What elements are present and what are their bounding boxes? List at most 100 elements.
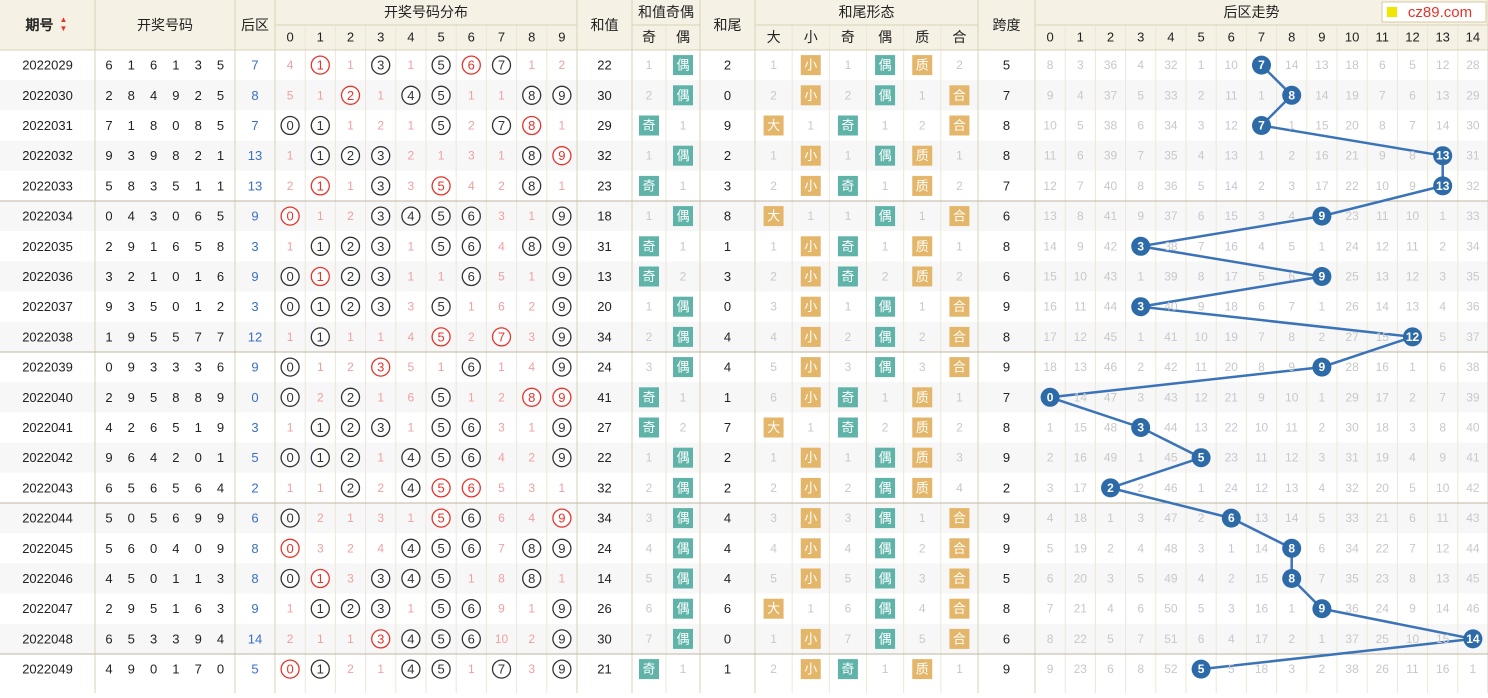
form-miss: 1 — [807, 421, 814, 435]
even-miss: 1 — [680, 662, 687, 676]
dist-ball-number: 6 — [468, 631, 475, 646]
trend-miss: 20 — [1376, 481, 1390, 495]
tail-cell: 0 — [724, 88, 731, 103]
trend-miss: 39 — [1466, 390, 1480, 404]
dist-ball-number: 9 — [558, 511, 565, 526]
trend-miss: 18 — [1255, 662, 1269, 676]
trend-miss: 19 — [1345, 88, 1359, 102]
dist-ball — [371, 206, 391, 226]
draw-number: 0 — [150, 571, 157, 586]
dist-miss: 3 — [468, 149, 475, 163]
trend-miss: 9 — [1409, 179, 1416, 193]
period-cell: 2022045 — [22, 541, 73, 556]
dist-ball — [461, 629, 481, 649]
even-badge-text: 偶 — [676, 631, 689, 646]
trend-ball-number: 2 — [1107, 481, 1114, 495]
trend-miss: 15 — [1074, 421, 1088, 435]
form-badge-text: 小 — [804, 390, 817, 405]
dist-ball — [371, 55, 391, 75]
trend-ball-number: 5 — [1198, 451, 1205, 465]
draw-number: 3 — [150, 178, 157, 193]
trend-miss: 15 — [1255, 572, 1269, 586]
form-miss: 3 — [956, 451, 963, 465]
span-cell: 5 — [1003, 571, 1010, 586]
draw-number: 1 — [128, 118, 135, 133]
dist-miss: 1 — [408, 602, 415, 616]
dist-ball — [461, 206, 481, 226]
trend-miss: 38 — [1345, 662, 1359, 676]
form-miss: 1 — [919, 300, 926, 314]
trend-ball — [1282, 538, 1302, 558]
trend-miss: 4 — [1288, 209, 1295, 223]
form-miss: 1 — [770, 451, 777, 465]
trend-miss: 46 — [1164, 481, 1178, 495]
trend-ball — [1191, 659, 1211, 679]
dist-ball — [401, 448, 421, 468]
trend-miss: 15 — [1376, 330, 1390, 344]
form-badge — [875, 568, 896, 589]
row-bg — [0, 231, 1488, 262]
form-miss: 4 — [919, 602, 926, 616]
header-trend-value: 11 — [1376, 30, 1390, 45]
dist-miss: 2 — [408, 149, 415, 163]
form-badge-text: 偶 — [879, 329, 892, 344]
form-miss: 2 — [956, 179, 963, 193]
dist-ball — [552, 448, 572, 468]
dist-miss: 3 — [498, 209, 505, 223]
trend-miss: 2 — [1439, 239, 1446, 253]
form-badge-text: 偶 — [879, 148, 892, 163]
trend-ball — [1101, 478, 1120, 498]
draw-number: 6 — [105, 480, 112, 495]
trend-miss: 6 — [1137, 602, 1144, 616]
draw-number: 2 — [105, 601, 112, 616]
dist-ball-number: 6 — [468, 511, 475, 526]
trend-miss: 45 — [1466, 572, 1480, 586]
dist-ball-number: 9 — [558, 299, 565, 314]
trend-miss: 17 — [1376, 390, 1390, 404]
form-badge-text: 小 — [804, 662, 817, 677]
dist-ball-number: 5 — [437, 601, 444, 616]
dist-ball-number: 7 — [498, 662, 505, 677]
form-badge — [800, 326, 821, 347]
form-badge — [875, 508, 896, 529]
trend-miss: 17 — [1255, 632, 1269, 646]
form-badge — [949, 628, 970, 649]
trend-miss: 4 — [1439, 300, 1446, 314]
form-badge-text: 质 — [916, 390, 929, 405]
trend-ball — [1463, 629, 1483, 649]
dist-miss: 1 — [468, 300, 475, 314]
trend-miss: 6 — [1288, 270, 1295, 284]
dist-miss: 2 — [528, 300, 535, 314]
period-cell: 2022036 — [22, 269, 73, 284]
draw-number: 6 — [128, 450, 135, 465]
form-miss: 2 — [845, 481, 852, 495]
draw-number: 9 — [150, 148, 157, 163]
trend-miss: 1 — [1288, 119, 1295, 133]
period-cell: 2022038 — [22, 329, 73, 344]
trend-miss: 13 — [1406, 300, 1420, 314]
dist-ball-number: 5 — [437, 58, 444, 73]
dist-ball — [371, 357, 391, 377]
trend-miss: 2 — [1137, 481, 1144, 495]
dist-ball-number: 6 — [468, 360, 475, 375]
span-cell: 7 — [1003, 390, 1010, 405]
dist-ball — [552, 659, 572, 679]
trend-miss: 5 — [1288, 239, 1295, 253]
form-badge-text: 合 — [953, 360, 966, 375]
form-badge — [912, 266, 933, 287]
even-badge-text: 偶 — [676, 58, 689, 73]
form-badge-text: 奇 — [841, 118, 854, 133]
draw-number: 1 — [195, 269, 202, 284]
odd-badge — [639, 659, 659, 680]
dist-ball-number: 0 — [286, 450, 293, 465]
form-miss: 1 — [956, 390, 963, 404]
form-badge-text: 偶 — [879, 511, 892, 526]
header-form-4: 质 — [915, 29, 929, 45]
tail-cell: 3 — [724, 178, 731, 193]
header-digit: 5 — [437, 30, 444, 45]
dist-ball — [461, 478, 481, 498]
dist-ball-number: 3 — [377, 420, 384, 435]
trend-miss: 28 — [1466, 58, 1480, 72]
form-miss: 5 — [770, 572, 777, 586]
form-badge — [800, 477, 821, 498]
